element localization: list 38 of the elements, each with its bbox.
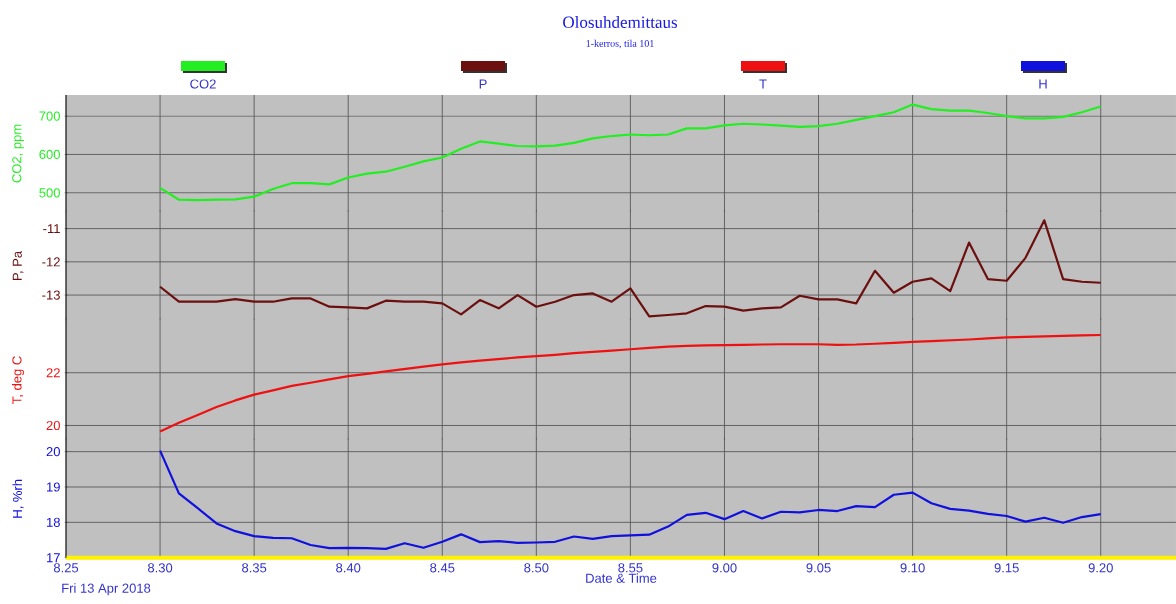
y-tick-label: 600 [39,149,60,160]
line-series [158,449,1102,550]
x-tick-label: 9.00 [712,563,737,573]
y-tick-label: 19 [47,482,60,492]
chart-subtitle: 1-kerros, tila 101 [586,39,654,49]
y-tick-label: -13 [42,290,60,300]
x-tick-label: 8.35 [242,563,267,573]
x-tick-label: 8.40 [336,563,361,573]
y-axis-title: P, Pa [12,250,24,280]
y-tick-label: 20 [46,420,60,431]
chart-title: Olosuhdemittaus [563,16,678,28]
y-tick-label: 500 [39,188,60,198]
x-tick-label: 8.55 [618,563,643,573]
x-tick-label: 8.45 [430,563,455,573]
y-tick-label: 20 [46,447,60,457]
text: Fri 13 Apr 2018 [62,583,151,596]
x-tick-label: 9.05 [806,563,831,573]
legend-label: H [1039,79,1047,89]
legend-label: P [479,79,487,89]
y-axis-title: H, %rh [12,479,24,518]
y-tick-label: -11 [43,224,60,234]
x-tick-label: 9.15 [994,563,1019,573]
x-tick-label: 9.10 [900,563,925,573]
x-tick-label: 8.25 [53,563,79,573]
y-tick-label: -12 [42,257,60,267]
y-tick-label: 18 [47,517,60,527]
y-tick-label: 22 [46,368,60,378]
y-axis-title: CO2, ppm [12,124,24,183]
legend-label: CO2 [190,79,216,89]
y-tick-label: 17 [47,553,60,563]
y-axis-title: T, deg C [12,356,25,404]
y-tick-label: 700 [39,111,60,121]
legend-label: T [759,79,767,89]
x-tick-label: 8.50 [524,563,549,573]
line-series [158,103,1102,202]
x-tick-label: 9.20 [1088,563,1113,573]
x-axis-title: Date & Time [586,573,657,583]
x-tick-label: 8.30 [147,563,173,573]
